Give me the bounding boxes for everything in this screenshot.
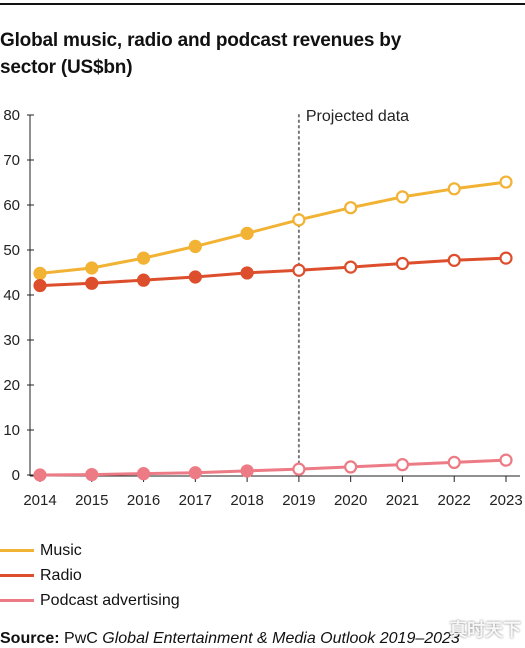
top-rule <box>0 3 525 5</box>
data-point-radio <box>136 273 151 287</box>
data-point-podcast <box>447 455 461 469</box>
watermark-logo: 真时天下 <box>449 620 521 640</box>
legend-swatch-music <box>0 549 34 552</box>
data-point-podcast <box>188 466 202 480</box>
legend-item-radio: Radio <box>0 563 180 588</box>
x-tick-label: 2020 <box>334 492 367 509</box>
legend-label-podcast-advertising: Podcast advertising <box>40 591 180 609</box>
legend-swatch-podcast <box>0 599 34 602</box>
x-tick-label: 2015 <box>75 492 108 509</box>
source-title: Global Entertainment & Media Outlook 201… <box>102 630 460 647</box>
x-tick-label: 2022 <box>438 492 471 509</box>
y-tick-label: 50 <box>3 242 20 259</box>
y-tick-label: 0 <box>12 467 20 484</box>
data-point-music <box>395 190 410 204</box>
y-tick-label: 20 <box>3 377 20 394</box>
projection-annotation: Projected data <box>306 108 409 125</box>
y-tick-label: 10 <box>3 422 20 439</box>
x-tick-label: 2019 <box>282 492 315 509</box>
series-line-podcast <box>39 458 507 477</box>
data-point-radio <box>33 278 47 293</box>
y-tick-label: 70 <box>3 152 20 169</box>
line-chart: 0 10 20 30 40 50 60 70 80 2014 2015 2016 2017 2018 201… <box>3 107 522 509</box>
data-point-radio <box>85 276 99 290</box>
legend: Music Radio Podcast advertising <box>0 538 180 613</box>
data-point-music <box>447 182 461 196</box>
legend-item-music: Music <box>0 538 180 563</box>
data-point-podcast <box>85 467 99 482</box>
data-point-radio <box>499 251 513 265</box>
series-line-radio <box>39 256 507 288</box>
x-tick-label: 2016 <box>127 492 160 509</box>
y-tick-label: 40 <box>3 287 20 304</box>
source-publisher: PwC <box>64 630 98 647</box>
data-point-podcast <box>395 458 410 472</box>
legend-label-radio: Radio <box>40 566 82 584</box>
x-tick-label: 2017 <box>179 492 212 509</box>
data-point-podcast <box>499 453 513 467</box>
data-point-radio <box>447 253 461 267</box>
x-tick-label: 2021 <box>386 492 419 509</box>
data-point-radio <box>240 266 254 280</box>
data-point-radio <box>395 256 410 271</box>
data-point-music <box>344 201 358 215</box>
y-tick-label: 60 <box>3 197 20 214</box>
data-point-podcast <box>33 468 47 482</box>
data-point-music <box>292 213 306 227</box>
data-point-radio <box>188 270 202 284</box>
data-point-music <box>33 266 47 280</box>
legend-swatch-radio <box>0 574 34 577</box>
legend-label-music: Music <box>40 541 82 559</box>
x-tick-label: 2014 <box>23 492 56 509</box>
data-point-podcast <box>240 464 254 478</box>
data-point-radio <box>344 260 358 274</box>
data-point-music <box>136 251 151 265</box>
x-tick-label: 2023 <box>489 492 522 509</box>
data-point-radio <box>292 263 306 277</box>
series-line-music <box>39 180 507 275</box>
x-tick-label: 2018 <box>230 492 263 509</box>
source-label: Source: <box>0 630 60 647</box>
y-tick-label: 80 <box>3 107 20 124</box>
data-point-podcast <box>344 460 358 474</box>
data-point-music <box>85 261 99 275</box>
data-point-music <box>240 226 254 240</box>
chart-title: Global music, radio and podcast revenues… <box>0 30 402 78</box>
data-point-podcast <box>292 462 306 476</box>
data-point-podcast <box>136 467 151 481</box>
y-tick-label: 30 <box>3 332 20 349</box>
legend-item-podcast-advertising: Podcast advertising <box>0 588 180 613</box>
source-note: Source: PwC Global Entertainment & Media… <box>0 630 460 648</box>
data-point-music <box>188 239 202 253</box>
data-point-music <box>499 175 513 189</box>
